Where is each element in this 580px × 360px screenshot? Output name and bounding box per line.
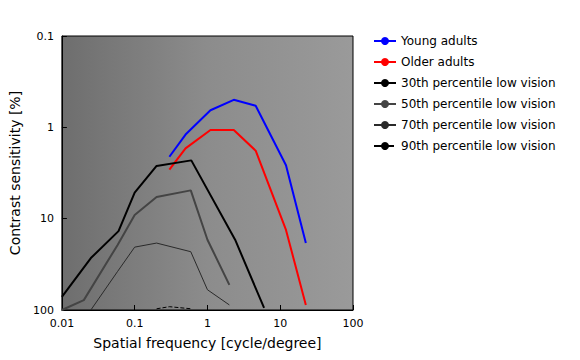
svg-text:0.1: 0.1 [36,30,54,43]
svg-text:100: 100 [33,304,54,317]
svg-text:50th percentile low vision: 50th percentile low vision [401,97,556,111]
svg-text:1: 1 [47,121,54,134]
svg-text:Contrast sensitivity [%]: Contrast sensitivity [%] [7,91,23,255]
svg-text:Older adults: Older adults [401,55,474,69]
svg-text:90th percentile low vision: 90th percentile low vision [401,139,556,153]
svg-text:0.1: 0.1 [126,317,144,330]
svg-text:0.01: 0.01 [50,317,75,330]
svg-text:100: 100 [343,317,364,330]
svg-text:10: 10 [40,212,54,225]
svg-text:30th percentile low vision: 30th percentile low vision [401,76,556,90]
svg-text:Young adults: Young adults [400,34,478,48]
svg-text:70th percentile low vision: 70th percentile low vision [401,118,556,132]
svg-text:1: 1 [204,317,211,330]
svg-text:Spatial frequency [cycle/degre: Spatial frequency [cycle/degree] [93,335,321,351]
svg-text:10: 10 [273,317,287,330]
